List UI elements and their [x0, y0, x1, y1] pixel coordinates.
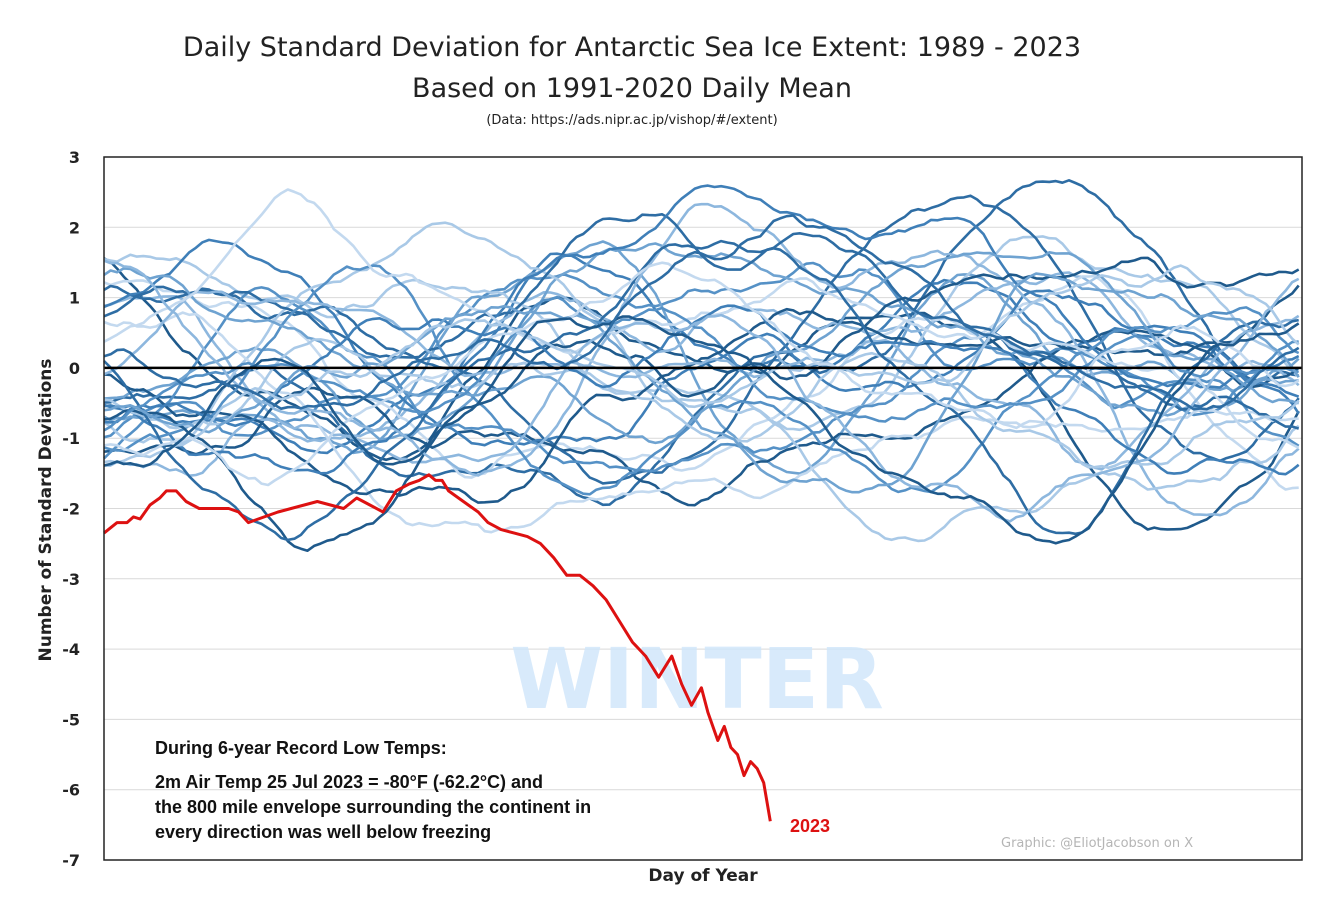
chart-title: Daily Standard Deviation for Antarctic S…: [182, 32, 1082, 63]
historical-series-line: [103, 272, 1300, 494]
historical-series-line: [103, 290, 1300, 471]
note-heading: During 6-year Record Low Temps:: [155, 738, 447, 758]
historical-series-line: [103, 315, 1300, 545]
historical-series-line: [103, 194, 1300, 485]
y-tick-label: -7: [62, 851, 80, 870]
historical-series-group: [103, 179, 1300, 552]
note-line-3: every direction was well below freezing: [155, 822, 492, 842]
historical-series-line: [103, 188, 1300, 449]
y-tick-label: -5: [62, 710, 80, 729]
historical-series-line: [103, 284, 1300, 504]
historical-series-line: [103, 338, 1300, 469]
historical-series-line: [103, 238, 1300, 447]
historical-series-line: [103, 295, 1299, 432]
historical-series-line: [103, 202, 1300, 517]
historical-series-line: [103, 264, 1300, 464]
y-tick-labels: 3 2 1 0 -1 -2 -3 -4 -5 -6 -7: [62, 148, 80, 870]
y-tick-label: -4: [62, 640, 80, 659]
y-tick-label: -3: [62, 570, 80, 589]
historical-series-line: [103, 261, 1300, 487]
graphic-credit: Graphic: @EliotJacobson on X: [1001, 836, 1193, 851]
note-line-1: 2m Air Temp 25 Jul 2023 = -80°F (-62.2°C…: [155, 772, 544, 792]
historical-series-line: [103, 214, 1300, 411]
x-axis-label: Day of Year: [648, 866, 758, 886]
y-tick-label: -6: [62, 781, 80, 800]
historical-series-line: [103, 286, 1299, 473]
chart-subtitle: Based on 1991-2020 Daily Mean: [412, 73, 852, 104]
series-2023-label: 2023: [790, 816, 830, 836]
historical-series-line: [103, 259, 1300, 523]
y-tick-label: -2: [62, 500, 80, 519]
series-2023-line: [103, 473, 772, 822]
historical-series-line: [103, 179, 1299, 507]
winter-watermark: WINTER: [510, 630, 884, 728]
historical-series-line: [103, 274, 1299, 491]
historical-series-line: [103, 256, 1300, 552]
plot-frame: [103, 156, 1303, 861]
y-tick-label: -1: [62, 429, 80, 448]
y-tick-label: 3: [69, 148, 80, 167]
historical-series-line: [103, 311, 1299, 534]
y-tick-label: 1: [69, 289, 80, 308]
note-line-2: the 800 mile envelope surrounding the co…: [155, 797, 592, 817]
y-tick-label: 0: [69, 359, 80, 378]
title-block: Daily Standard Deviation for Antarctic S…: [0, 28, 1264, 132]
y-tick-label: 2: [69, 218, 80, 237]
data-source: (Data: https://ads.nipr.ac.jp/vishop/#/e…: [486, 113, 778, 128]
